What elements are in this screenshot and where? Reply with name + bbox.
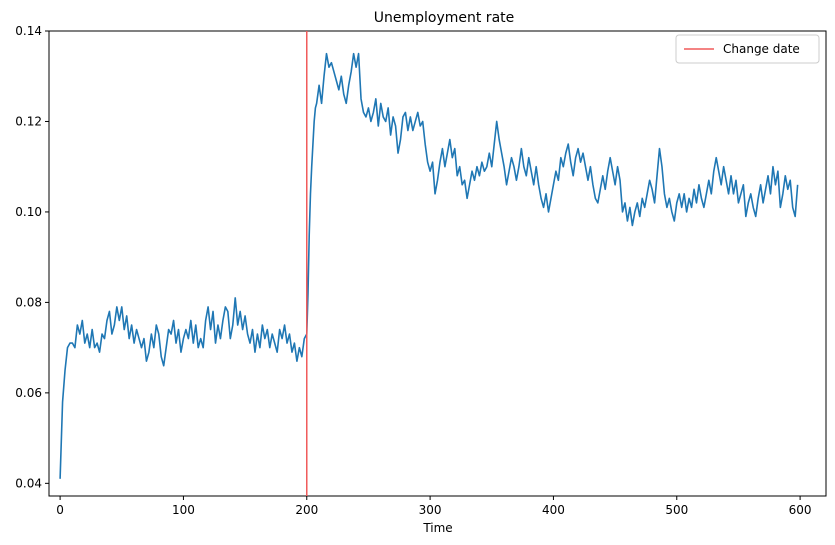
x-tick-label: 100	[172, 503, 195, 517]
legend-box	[675, 34, 820, 64]
x-tick-label: 0	[56, 503, 64, 517]
x-tick-label: 500	[665, 503, 688, 517]
x-axis-label: Time	[422, 521, 452, 535]
y-tick-label: 0.10	[15, 205, 42, 219]
chart-title: Unemployment rate	[374, 10, 515, 26]
y-tick-label: 0.04	[15, 476, 42, 490]
legend-label-change-date: Change date	[723, 42, 800, 56]
legend: Change date	[675, 34, 820, 64]
x-tick-label: 400	[542, 503, 565, 517]
plot-area	[48, 30, 827, 497]
y-tick-label: 0.06	[15, 386, 42, 400]
y-axis: 0.04 0.06 0.08 0.10 0.12 0.14	[15, 24, 49, 490]
x-tick-label: 300	[419, 503, 442, 517]
y-tick-label: 0.14	[15, 24, 42, 38]
series-line-unemployment	[59, 52, 799, 479]
x-axis: 0 100 200 300 400 500 600	[56, 496, 812, 517]
series-group	[59, 31, 799, 496]
y-tick-label: 0.12	[15, 114, 42, 128]
y-tick-label: 0.08	[15, 295, 42, 309]
plot-frame	[48, 30, 827, 497]
x-tick-label: 200	[295, 503, 318, 517]
x-tick-label: 600	[789, 503, 812, 517]
